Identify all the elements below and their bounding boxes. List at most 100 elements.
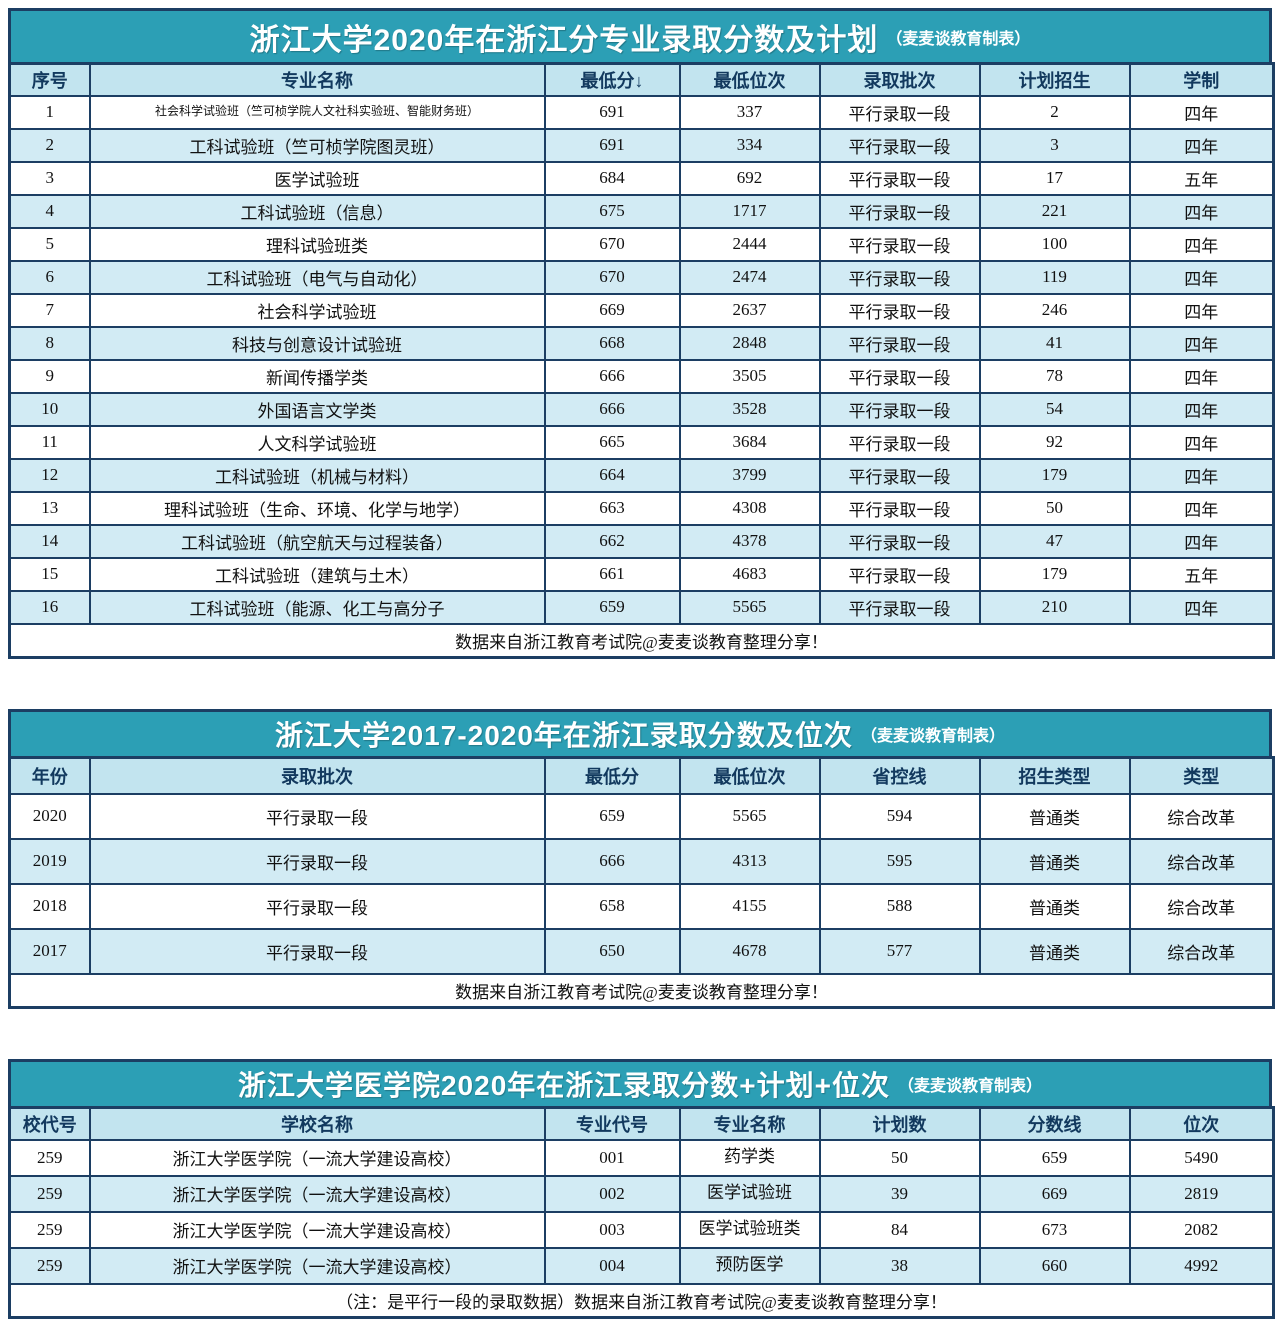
header-row: 序号 专业名称 最低分↓ 最低位次 录取批次 计划招生 学制	[8, 62, 1275, 97]
table-cell: 2082	[1128, 1210, 1275, 1249]
table-cell: 5	[8, 226, 91, 262]
table1-title: 浙江大学2020年在浙江分专业录取分数及计划	[249, 23, 879, 57]
footer-row: 数据来自浙江教育考试院@麦麦谈教育整理分享！	[8, 622, 1275, 659]
table-cell: 平行录取一段	[818, 292, 981, 328]
table-cell: 5565	[678, 589, 821, 625]
table-row: 259 浙江大学医学院（一流大学建设高校） 001 药学类 50 659 5490	[8, 1138, 1275, 1177]
table-cell: 浙江大学医学院（一流大学建设高校）	[88, 1174, 546, 1213]
table2-title-suffix: （麦麦谈教育制表）	[860, 728, 1005, 745]
table-cell: 668	[543, 325, 681, 361]
table-cell: 684	[543, 160, 681, 196]
table-cell: 四年	[1128, 391, 1275, 427]
table-cell: 平行录取一段	[818, 94, 981, 130]
table-cell: 2	[8, 127, 91, 163]
column-header: 学校名称	[88, 1106, 546, 1141]
table-cell: 平行录取一段	[818, 457, 981, 493]
table-row: 2017 平行录取一段 650 4678 577 普通类 综合改革	[8, 927, 1275, 975]
table-row: 6 工科试验班（电气与自动化） 670 2474 平行录取一段 119 四年	[8, 259, 1275, 295]
footer-row: （注：是平行一段的录取数据）数据来自浙江教育考试院@麦麦谈教育整理分享！	[8, 1282, 1275, 1319]
table-cell: 平行录取一段	[818, 490, 981, 526]
table-cell: 2848	[678, 325, 821, 361]
table-cell: 2474	[678, 259, 821, 295]
table-cell: 平行录取一段	[88, 792, 546, 840]
table-row: 2019 平行录取一段 666 4313 595 普通类 综合改革	[8, 837, 1275, 885]
table-cell: 92	[978, 424, 1131, 460]
table1-footer-note: 数据来自浙江教育考试院@麦麦谈教育整理分享！	[8, 622, 1275, 659]
table-cell: 4683	[678, 556, 821, 592]
column-header: 最低分	[543, 756, 681, 795]
table-cell: 179	[978, 556, 1131, 592]
admission-by-major-table: 序号 专业名称 最低分↓ 最低位次 录取批次 计划招生 学制 1 社会科学试验班（竺可桢学院人…	[8, 62, 1275, 659]
table-cell: 16	[8, 589, 91, 625]
table-cell: 14	[8, 523, 91, 559]
table-row: 2020 平行录取一段 659 5565 594 普通类 综合改革	[8, 792, 1275, 840]
table-cell: 四年	[1128, 424, 1275, 460]
table-row: 16 工科试验班（能源、化工与高分子 659 5565 平行录取一段 210 四年	[8, 589, 1275, 625]
table-cell: 4313	[678, 837, 821, 885]
table-cell: 3	[8, 160, 91, 196]
table-cell: 246	[978, 292, 1131, 328]
table2-footer-note: 数据来自浙江教育考试院@麦麦谈教育整理分享！	[8, 972, 1275, 1009]
table2-title: 浙江大学2017-2020年在浙江录取分数及位次	[275, 720, 853, 751]
table-cell: 工科试验班（信息）	[88, 193, 546, 229]
table-cell: 39	[818, 1174, 981, 1213]
table-cell: 3799	[678, 457, 821, 493]
table-cell: 659	[978, 1138, 1131, 1177]
table-cell: 5565	[678, 792, 821, 840]
table-row: 2 工科试验班（竺可桢学院图灵班） 691 334 平行录取一段 3 四年	[8, 127, 1275, 163]
table-cell: 221	[978, 193, 1131, 229]
table-cell: 666	[543, 358, 681, 394]
table-row: 259 浙江大学医学院（一流大学建设高校） 004 预防医学 38 660 4992	[8, 1246, 1275, 1285]
table3-title-bar: 浙江大学医学院2020年在浙江录取分数+计划+位次 （麦麦谈教育制表）	[8, 1059, 1272, 1106]
table-cell: 理科试验班类	[88, 226, 546, 262]
table-section-medical-school: 浙江大学医学院2020年在浙江录取分数+计划+位次 （麦麦谈教育制表） 校代号学…	[8, 1059, 1275, 1319]
table-cell: 004	[543, 1246, 681, 1285]
table-cell: 47	[978, 523, 1131, 559]
table-cell: 662	[543, 523, 681, 559]
table-cell: 50	[818, 1138, 981, 1177]
table-cell: 669	[543, 292, 681, 328]
column-header: 最低位次	[678, 62, 821, 97]
column-header: 专业名称	[678, 1106, 821, 1141]
table3-title-suffix: （麦麦谈教育制表）	[897, 1078, 1042, 1095]
table-cell: 平行录取一段	[818, 193, 981, 229]
table-cell: 2019	[8, 837, 91, 885]
table-cell: 社会科学试验班（竺可桢学院人文社科实验班、智能财务班）	[88, 94, 546, 130]
table-cell: 2444	[678, 226, 821, 262]
table-cell: 药学类	[678, 1138, 821, 1177]
table-cell: 平行录取一段	[818, 589, 981, 625]
table-section-by-year: 浙江大学2017-2020年在浙江录取分数及位次 （麦麦谈教育制表） 年份 录取批…	[8, 709, 1275, 1009]
table-cell: 五年	[1128, 556, 1275, 592]
table-cell: 002	[543, 1174, 681, 1213]
column-header: 最低分↓	[543, 62, 681, 97]
table-cell: 588	[818, 882, 981, 930]
table-cell: 四年	[1128, 127, 1275, 163]
table-cell: 平行录取一段	[818, 325, 981, 361]
table-row: 15 工科试验班（建筑与土木） 661 4683 平行录取一段 179 五年	[8, 556, 1275, 592]
table-cell: 综合改革	[1128, 792, 1275, 840]
table-cell: 2	[978, 94, 1131, 130]
table-row: 1 社会科学试验班（竺可桢学院人文社科实验班、智能财务班） 691 337 平行录取一段…	[8, 94, 1275, 130]
table-cell: 17	[978, 160, 1131, 196]
column-header: 学制	[1128, 62, 1275, 97]
table-cell: 普通类	[978, 792, 1131, 840]
table-cell: 四年	[1128, 358, 1275, 394]
table-cell: 259	[8, 1174, 91, 1213]
footer-row: 数据来自浙江教育考试院@麦麦谈教育整理分享！	[8, 972, 1275, 1009]
table-cell: 669	[978, 1174, 1131, 1213]
table-cell: 3528	[678, 391, 821, 427]
table-row: 259 浙江大学医学院（一流大学建设高校） 003 医学试验班类 84 673 2082	[8, 1210, 1275, 1249]
table-row: 3 医学试验班 684 692 平行录取一段 17 五年	[8, 160, 1275, 196]
table-cell: 10	[8, 391, 91, 427]
table-cell: 平行录取一段	[88, 927, 546, 975]
table-cell: 12	[8, 457, 91, 493]
table-row: 2018 平行录取一段 658 4155 588 普通类 综合改革	[8, 882, 1275, 930]
table-row: 10 外国语言文学类 666 3528 平行录取一段 54 四年	[8, 391, 1275, 427]
table-cell: 658	[543, 882, 681, 930]
table-cell: 浙江大学医学院（一流大学建设高校）	[88, 1246, 546, 1285]
table-row: 259 浙江大学医学院（一流大学建设高校） 002 医学试验班 39 669 2819	[8, 1174, 1275, 1213]
table-cell: 平行录取一段	[818, 556, 981, 592]
table-cell: 675	[543, 193, 681, 229]
table-cell: 4378	[678, 523, 821, 559]
